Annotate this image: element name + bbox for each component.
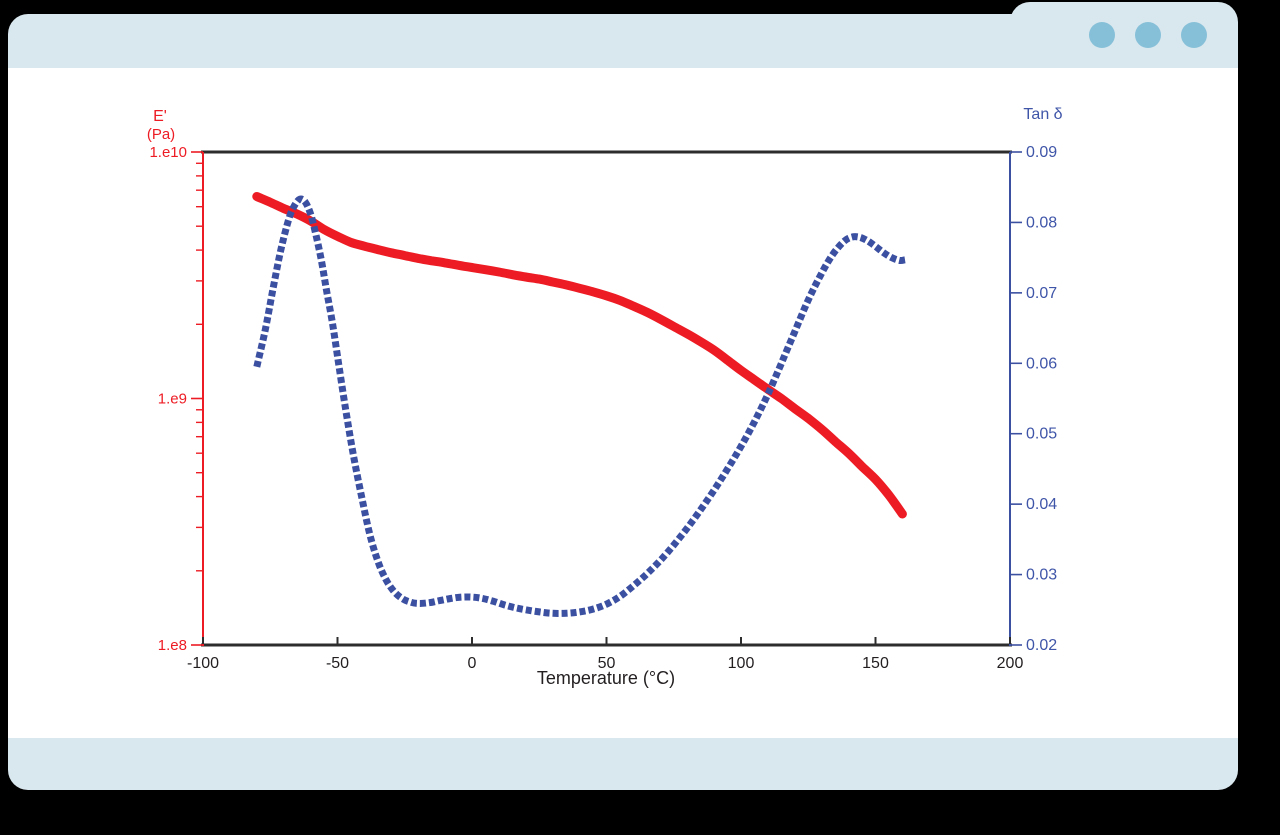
window-control-dot-2[interactable] bbox=[1135, 22, 1161, 48]
app-window bbox=[8, 2, 1238, 790]
titlebar-tab bbox=[1010, 2, 1238, 68]
footer-bar bbox=[8, 738, 1238, 790]
window-control-dot-3[interactable] bbox=[1181, 22, 1207, 48]
window-control-dot-1[interactable] bbox=[1089, 22, 1115, 48]
content-area bbox=[8, 68, 1238, 738]
